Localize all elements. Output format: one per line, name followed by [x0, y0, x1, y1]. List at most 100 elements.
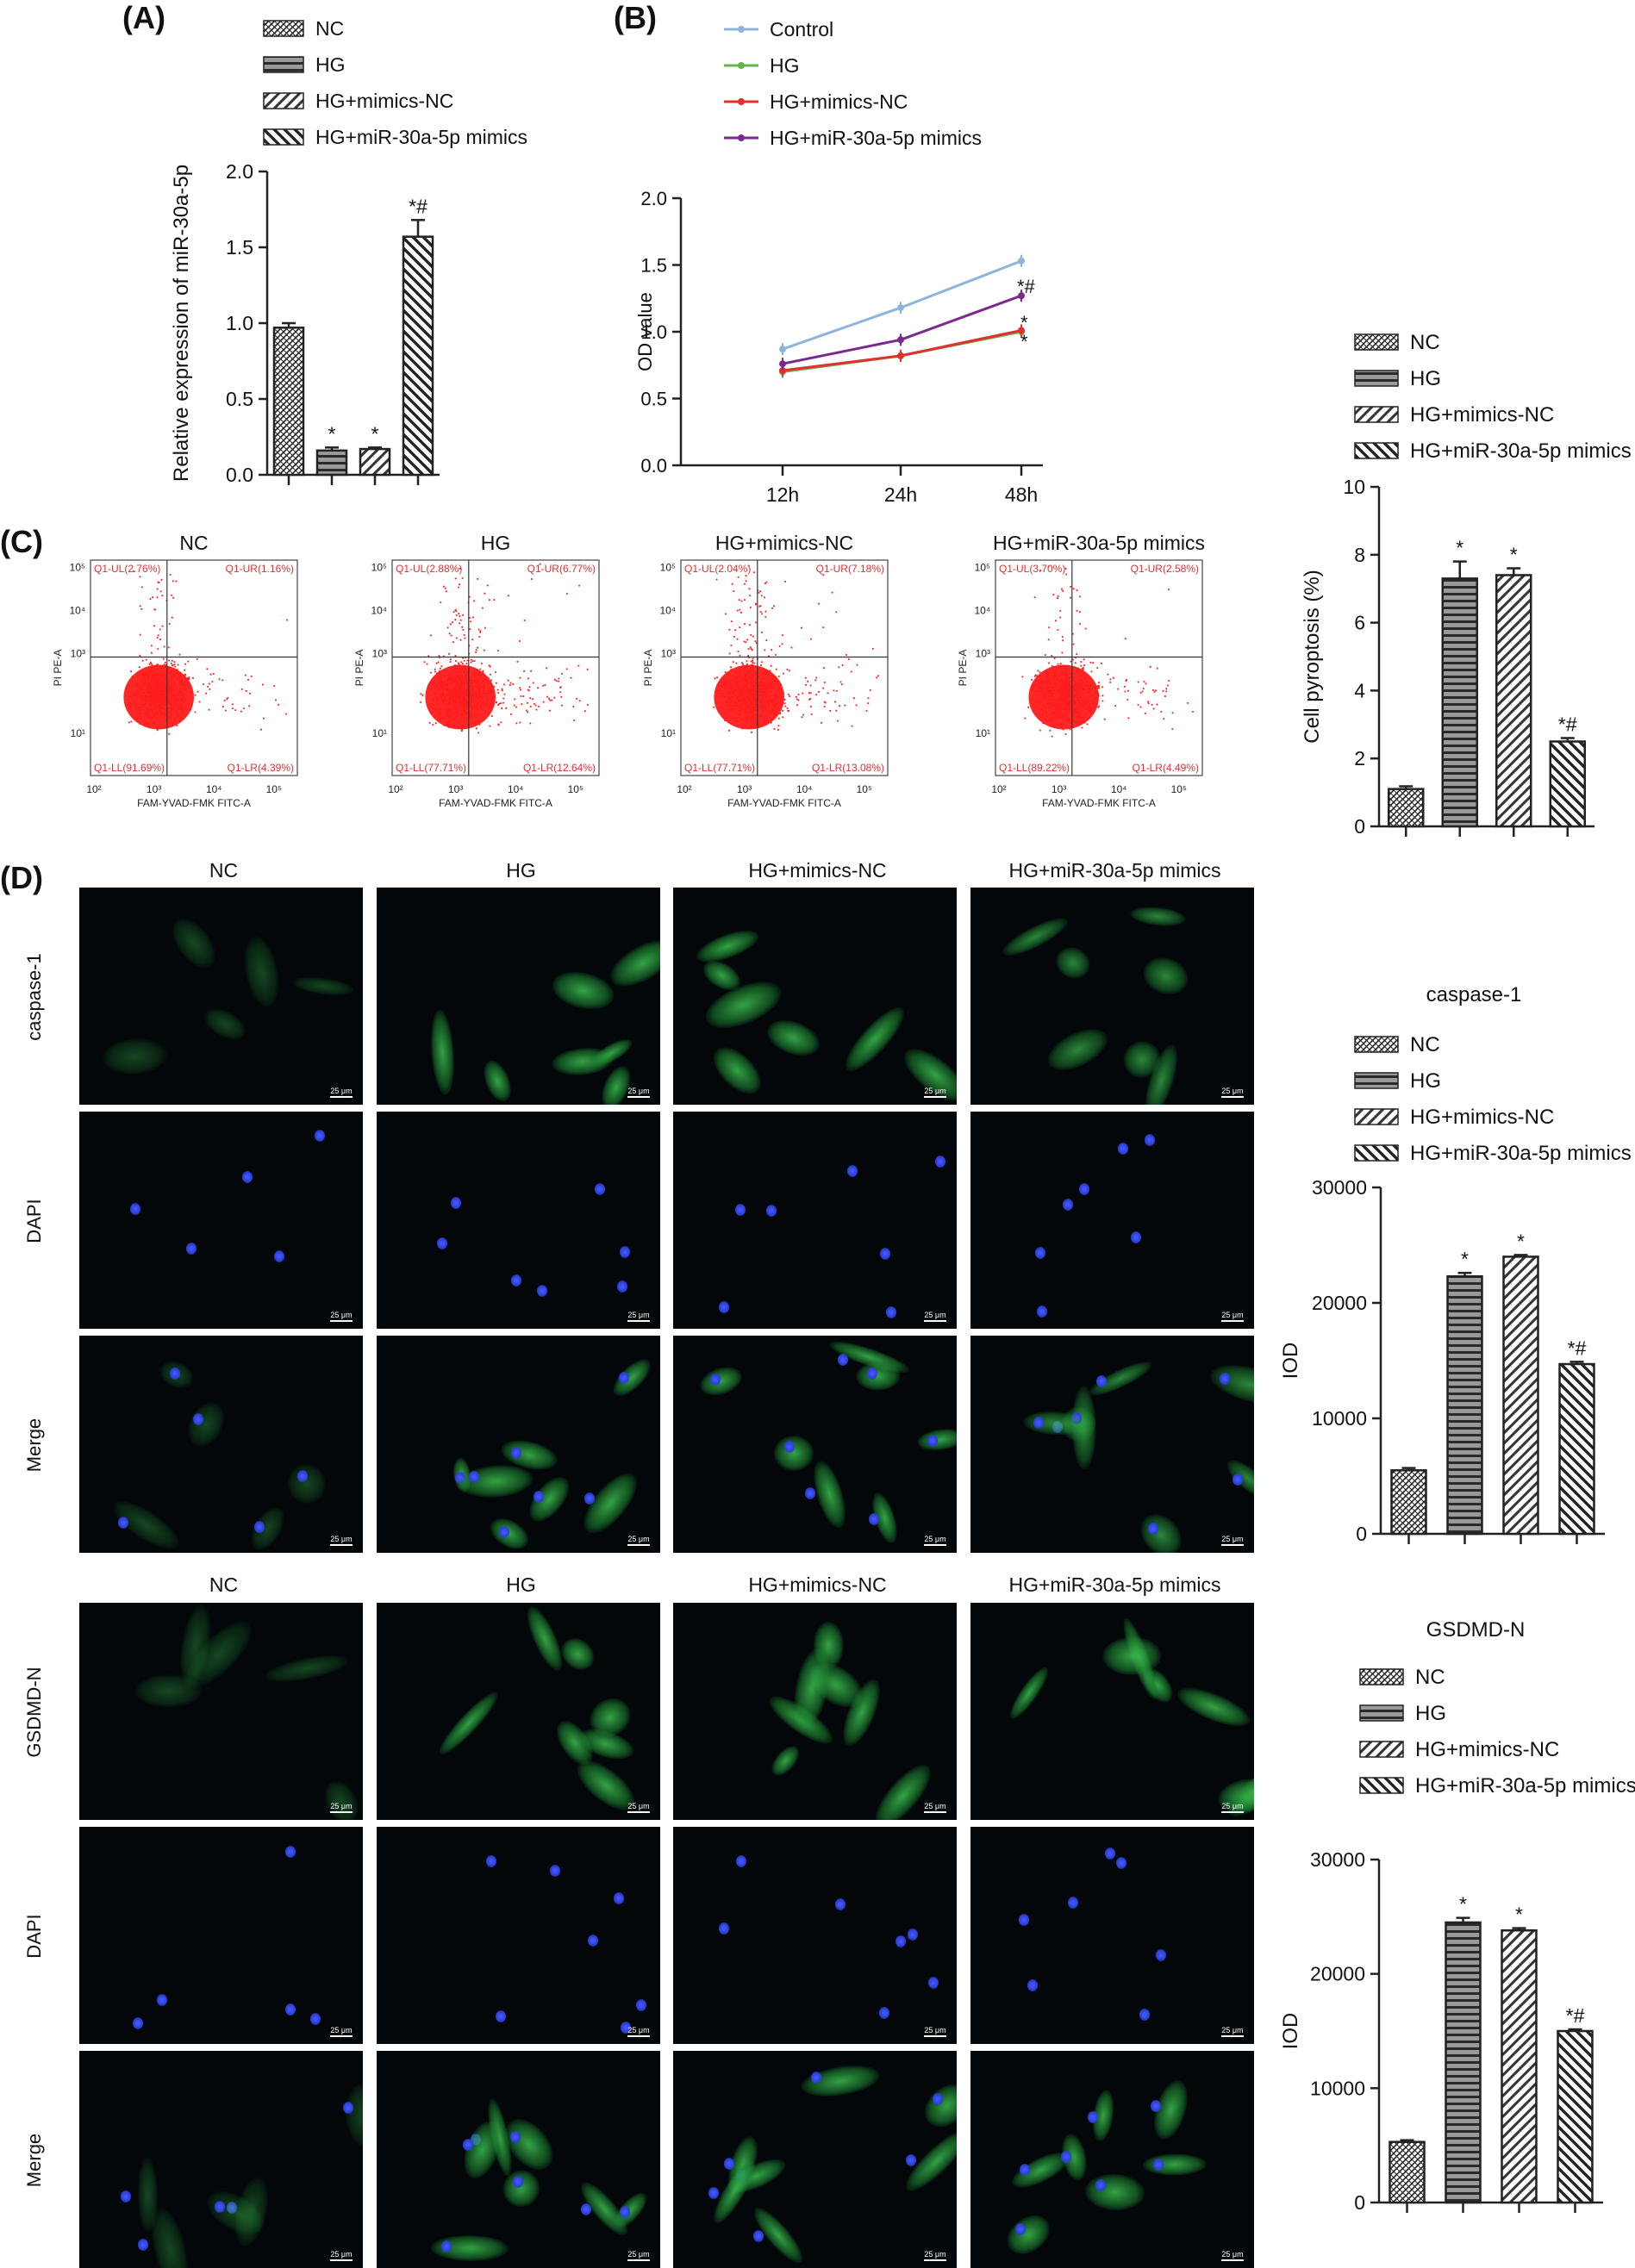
nucleus: [1034, 1247, 1045, 1260]
flow-xtick-1-2: 10⁴: [508, 783, 524, 795]
nucleus: [934, 1155, 945, 1168]
scale-bar-line: [1221, 1096, 1244, 1098]
legend-d1-label-1: HG: [1410, 1069, 1441, 1093]
flow-ytick-low-3: 10¹: [976, 727, 990, 739]
flow-title-0: NC: [179, 532, 208, 554]
nucleus: [810, 2072, 821, 2084]
green-cell: [244, 1501, 291, 1553]
y-tick-label-B-3: 1.5: [640, 255, 667, 277]
nucleus: [835, 1897, 846, 1910]
nucleus: [1232, 1473, 1243, 1486]
scale-bar: 25 μm: [627, 1311, 650, 1322]
green-cell: [1084, 2172, 1146, 2212]
nucleus: [805, 1487, 816, 1500]
flow-xtick-1-0: 10²: [388, 783, 403, 795]
legend-b-marker-2: [738, 98, 745, 105]
bar-A-0: [272, 327, 305, 477]
nucleus: [583, 1492, 595, 1505]
legend-b-label-2: HG+mimics-NC: [770, 90, 908, 113]
y-tick-label-D2-1: 10000: [1310, 2077, 1365, 2099]
y-tick-label-D1-1: 10000: [1312, 1407, 1367, 1430]
micro-column-title: NC: [209, 1573, 239, 1596]
x-tick-label-B-2: 48h: [1005, 483, 1038, 506]
flow-xtick-2-3: 10⁵: [857, 783, 872, 795]
nucleus: [587, 1934, 598, 1947]
scale-bar-line: [1221, 2035, 1244, 2037]
scale-bar: 25 μm: [924, 1802, 946, 1813]
scale-bar-label: 25 μm: [627, 1311, 650, 1319]
scale-bar: 25 μm: [1221, 1535, 1244, 1546]
y-tick-label-C-0: 0: [1354, 815, 1365, 838]
y-axis-label-D2: IOD: [1279, 2013, 1302, 2050]
nucleus: [928, 1976, 939, 1989]
micro-panel: 25 μm: [673, 1603, 957, 1820]
nucleus: [440, 2240, 452, 2253]
green-cell: [180, 1396, 231, 1454]
nucleus: [619, 1372, 630, 1385]
nucleus: [1067, 1896, 1078, 1909]
flow-q-lr-0: Q1-LR(4.39%): [228, 762, 294, 774]
scale-bar-label: 25 μm: [924, 1311, 946, 1319]
scale-bar-line: [1221, 1544, 1244, 1546]
green-cell: [1051, 941, 1096, 984]
flow-xtick-1-3: 10⁵: [568, 783, 583, 795]
green-cell: [477, 1056, 516, 1105]
green-cell: [433, 1685, 504, 1760]
nucleus: [735, 1854, 746, 1867]
flow-frame-2: [680, 559, 889, 776]
flow-xtick-0-3: 10⁵: [266, 783, 282, 795]
scale-bar-label: 25 μm: [627, 1087, 650, 1095]
nucleus: [214, 2201, 225, 2214]
green-cell: [856, 1361, 902, 1392]
y-tick-label-B-4: 2.0: [640, 188, 667, 209]
nucleus: [867, 1368, 878, 1380]
micro-panel: 25 μm: [79, 1827, 363, 2044]
scale-bar-line: [924, 1096, 946, 1098]
green-cell: [762, 1013, 825, 1063]
legend-c-swatch-3: [1354, 442, 1399, 459]
x-tick-label-B-1: 24h: [884, 483, 917, 506]
flow-q-ll-2: Q1-LL(77.71%): [684, 762, 755, 774]
micro-row-label: DAPI: [23, 1914, 45, 1959]
nucleus: [550, 1865, 561, 1878]
panel-label-b: (B): [614, 0, 657, 35]
legend-b-marker-3: [738, 134, 745, 141]
nucleus: [450, 1196, 461, 1209]
y-tick-label-A-3: 1.5: [226, 236, 253, 259]
green-cell: [134, 1673, 203, 1709]
scale-bar: 25 μm: [627, 2026, 650, 2037]
nucleus: [709, 1374, 721, 1386]
nucleus: [765, 1205, 777, 1218]
legend-a-label-2: HG+mimics-NC: [315, 90, 453, 112]
flow-xtick-3-0: 10²: [991, 783, 1006, 795]
nucleus: [274, 1249, 285, 1262]
green-cell: [608, 1353, 658, 1402]
y-tick-label-D1-3: 30000: [1312, 1176, 1367, 1199]
green-cell: [238, 933, 284, 1010]
nucleus: [1130, 1231, 1141, 1243]
flow-ylabel-0: PI PE-A: [52, 650, 64, 687]
panel-label-c: (C): [0, 524, 43, 559]
scale-bar-line: [1221, 1320, 1244, 1322]
flow-xlabel-1: FAM-YVAD-FMK FITC-A: [439, 797, 552, 809]
y-tick-label-D1-0: 0: [1356, 1523, 1367, 1545]
legend-c-swatch-2: [1354, 406, 1399, 423]
nucleus: [1156, 1949, 1167, 1962]
scale-bar-line: [330, 1096, 353, 1098]
legend-a-label-0: NC: [315, 17, 344, 40]
nucleus: [868, 1513, 879, 1526]
nucleus: [534, 1491, 545, 1504]
nucleus: [132, 2017, 143, 2029]
significance-D2-1: *: [1459, 1893, 1467, 1916]
scale-bar-label: 25 μm: [924, 2026, 946, 2034]
scale-bar-label: 25 μm: [627, 2026, 650, 2034]
nucleus: [192, 1413, 203, 1426]
significance-D2-3: *#: [1566, 2004, 1585, 2027]
scale-bar-label: 25 μm: [627, 1535, 650, 1543]
flow-plot-2: HG+mimics-NC Q1-UL(2.04%) Q1-UR(7.18%) Q1-L…: [642, 532, 889, 809]
green-cell: [1206, 1358, 1254, 1411]
significance-C-2: *: [1510, 544, 1518, 566]
nucleus: [129, 1202, 140, 1215]
scale-bar: 25 μm: [924, 1311, 946, 1322]
legend-c-label-2: HG+mimics-NC: [1410, 403, 1554, 427]
